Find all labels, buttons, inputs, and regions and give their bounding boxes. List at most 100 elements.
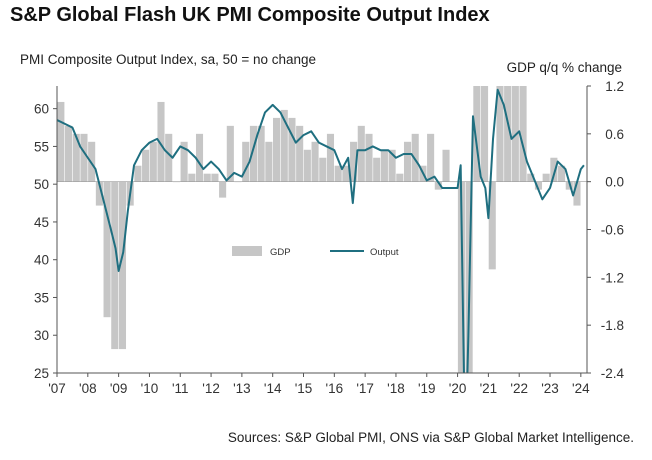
axes: 60 55 50 45 40 35 30 25 1.2 0.6 0.0 -0.6 -1.2 -1.8 -2.… [34, 79, 625, 396]
gdp-bar [103, 181, 111, 318]
chart-title: S&P Global Flash UK PMI Composite Output… [10, 4, 490, 26]
gdp-bar [265, 141, 273, 182]
x-tick-label: '14 [264, 381, 282, 396]
gdp-bar [519, 86, 527, 182]
gdp-bar [118, 181, 127, 350]
right-axis-label: GDP q/q % change [506, 60, 622, 75]
gdp-bar [473, 86, 481, 182]
gdp-bar [496, 86, 504, 182]
x-tick-label: '23 [541, 381, 559, 396]
legend-gdp-label: GDP [270, 247, 291, 258]
gdp-bar [357, 125, 365, 182]
right-tick-label: -0.6 [601, 223, 624, 238]
gdp-bar [434, 181, 442, 190]
gdp-bar [411, 133, 419, 182]
gdp-bar [481, 86, 489, 182]
right-tick-label: 1.2 [605, 79, 624, 94]
x-tick-label: '18 [387, 381, 405, 396]
output-series-line [57, 88, 585, 373]
gdp-bar [296, 125, 304, 182]
gdp-bar [319, 157, 327, 182]
gdp-bar [427, 133, 435, 182]
left-tick-label: 45 [34, 215, 49, 230]
gdp-bar [203, 173, 211, 182]
gdp-bar [534, 181, 543, 190]
x-tick-label: '17 [356, 381, 374, 396]
gdp-bar [488, 181, 496, 270]
gdp-bars [57, 86, 581, 373]
gdp-bar [134, 165, 142, 182]
gdp-bar [334, 165, 342, 182]
gdp-bar [342, 165, 350, 182]
x-tick-label: '15 [295, 381, 313, 396]
gdp-bar [195, 133, 204, 182]
left-tick-label: 25 [34, 366, 49, 381]
gdp-bar [542, 173, 550, 182]
gdp-bar [403, 141, 412, 182]
source-note: Sources: S&P Global PMI, ONS via S&P Glo… [227, 430, 634, 445]
gdp-bar [57, 101, 65, 182]
gdp-bar [226, 125, 234, 182]
gdp-bar [388, 149, 396, 182]
gdp-bar [142, 149, 150, 182]
gdp-bar [303, 149, 311, 182]
gdp-bar [165, 133, 173, 182]
x-tick-label: '11 [172, 381, 189, 396]
x-tick-label: '22 [510, 381, 528, 396]
gdp-bar [573, 181, 581, 206]
left-tick-label: 30 [34, 328, 49, 343]
legend-output-label: Output [370, 247, 399, 258]
right-tick-label: 0.0 [605, 175, 624, 190]
gdp-bar [249, 125, 257, 182]
x-tick-label: '13 [233, 381, 251, 396]
x-tick-label: '20 [449, 381, 467, 396]
legend-gdp-swatch [232, 246, 262, 256]
gdp-bar [373, 157, 381, 182]
legend: GDP Output [232, 246, 399, 258]
gdp-bar [550, 157, 558, 182]
gdp-bar [396, 173, 404, 182]
gdp-bar [442, 149, 450, 182]
left-tick-label: 50 [34, 177, 49, 192]
x-tick-label: '24 [572, 381, 590, 396]
x-tick-label: '08 [79, 381, 97, 396]
gdp-bar [273, 117, 281, 182]
x-tick-label: '09 [110, 381, 128, 396]
gdp-bar [326, 133, 335, 182]
gdp-bar [527, 173, 535, 182]
gdp-bar [558, 165, 566, 182]
gdp-bar [211, 173, 219, 182]
right-tick-label: -2.4 [601, 366, 625, 381]
gdp-bar [288, 117, 296, 182]
right-tick-label: -1.8 [601, 318, 624, 333]
gdp-bar [95, 181, 103, 206]
x-tick-label: '19 [418, 381, 436, 396]
x-tick-label: '21 [480, 381, 498, 396]
gdp-bar [219, 181, 227, 198]
gdp-bar [365, 133, 373, 182]
gdp-bar [157, 101, 165, 182]
gdp-bar [380, 149, 388, 182]
gdp-bar [350, 141, 358, 182]
gdp-bar [111, 181, 119, 350]
gdp-bar [504, 86, 512, 182]
left-tick-label: 60 [34, 102, 49, 117]
x-tick-label: '10 [141, 381, 159, 396]
gdp-bar [65, 125, 73, 182]
gdp-bar [280, 109, 288, 182]
gdp-bar [257, 125, 265, 182]
x-tick-label: '07 [48, 381, 66, 396]
gdp-bar [149, 141, 157, 182]
left-tick-label: 55 [34, 139, 49, 154]
x-tick-label: '12 [202, 381, 220, 396]
gdp-bar [242, 141, 250, 182]
left-tick-label: 40 [34, 253, 49, 268]
gdp-bar [180, 141, 188, 182]
right-tick-label: -1.2 [601, 270, 624, 285]
output-line [57, 88, 585, 373]
gdp-bar [72, 133, 80, 182]
left-tick-label: 35 [34, 290, 49, 305]
gdp-bar [188, 173, 196, 182]
x-tick-label: '16 [326, 381, 344, 396]
